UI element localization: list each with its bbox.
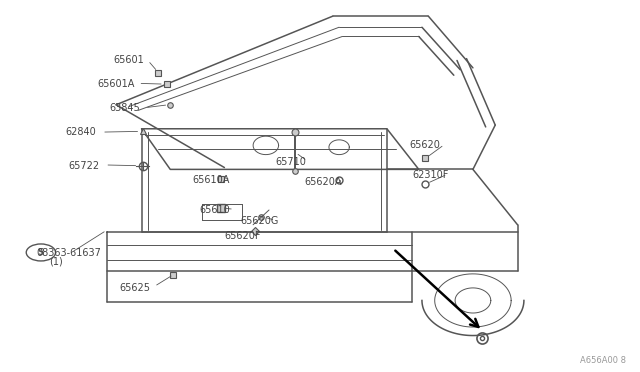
Text: 65601: 65601 [113, 55, 143, 65]
Text: 65620: 65620 [409, 140, 440, 150]
Text: 08363-61637: 08363-61637 [36, 248, 101, 258]
Text: 65620F: 65620F [225, 231, 261, 241]
Text: 65610: 65610 [199, 205, 230, 215]
Text: 65620A: 65620A [304, 177, 342, 187]
Text: 63845: 63845 [109, 103, 140, 113]
Text: 62310F: 62310F [412, 170, 449, 180]
Text: 65625: 65625 [119, 283, 150, 292]
Text: A656A00 8: A656A00 8 [580, 356, 626, 365]
Text: 65610A: 65610A [193, 176, 230, 186]
Text: (1): (1) [49, 257, 63, 267]
Text: 62840: 62840 [65, 128, 96, 138]
Text: S: S [38, 248, 44, 257]
Text: 65620G: 65620G [241, 216, 279, 226]
Text: 65710: 65710 [275, 157, 307, 167]
Text: 65601A: 65601A [97, 80, 134, 89]
Text: 65722: 65722 [68, 161, 99, 171]
